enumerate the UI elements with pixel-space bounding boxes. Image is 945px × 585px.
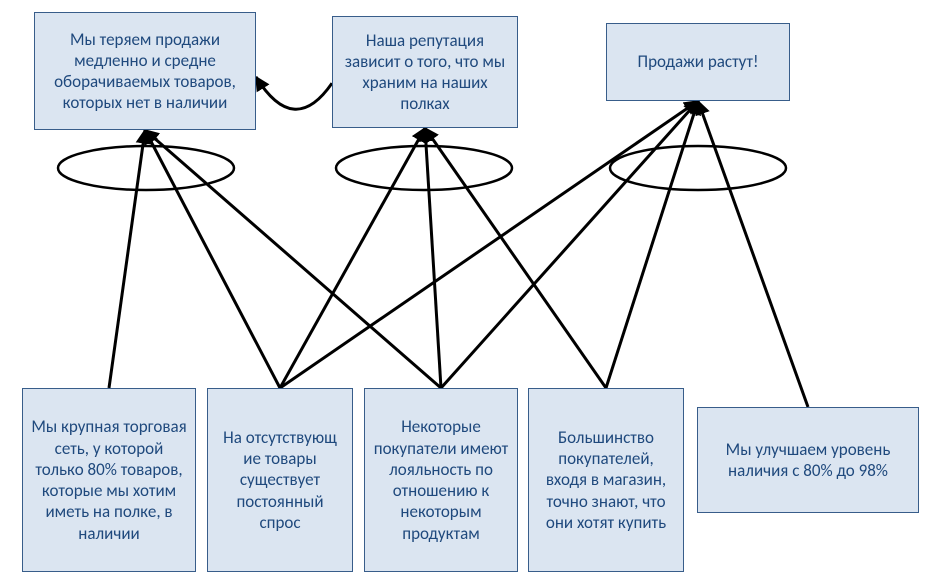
- converge-ellipse: [610, 146, 786, 190]
- top-node-top2: Наша репутация зависит о того, что мы хр…: [332, 16, 518, 128]
- node-label: Продажи растут!: [638, 51, 759, 72]
- node-label: Мы теряем продажи медленно и средне обор…: [43, 29, 247, 114]
- bottom-node-b4: Большинство покупателей, входя в магазин…: [528, 388, 684, 572]
- bottom-node-b3: Некоторые покупатели имеют лояльность по…: [364, 388, 518, 572]
- converge-ellipse: [58, 146, 234, 190]
- edge: [145, 130, 441, 388]
- edge: [280, 128, 425, 388]
- node-label: Мы улучшаем уровень наличия с 80% до 98%: [706, 439, 910, 482]
- node-label: Наша репутация зависит о того, что мы хр…: [341, 30, 509, 115]
- edge: [698, 101, 808, 407]
- node-label: Мы крупная торговая сеть, у которой толь…: [31, 416, 187, 544]
- edge: [441, 101, 698, 388]
- node-label: На отсутствующ ие товары существует пост…: [216, 427, 344, 533]
- converge-ellipse: [336, 146, 512, 190]
- node-label: Некоторые покупатели имеют лояльность по…: [373, 416, 509, 544]
- edge: [256, 77, 332, 109]
- bottom-node-b5: Мы улучшаем уровень наличия с 80% до 98%: [697, 407, 919, 513]
- edge: [425, 128, 606, 388]
- edge: [109, 130, 145, 388]
- edge: [280, 101, 698, 388]
- edge: [606, 101, 698, 388]
- top-node-top3: Продажи растут!: [606, 23, 790, 101]
- bottom-node-b2: На отсутствующ ие товары существует пост…: [207, 388, 353, 572]
- bottom-node-b1: Мы крупная торговая сеть, у которой толь…: [22, 388, 196, 572]
- edge: [425, 128, 441, 388]
- top-node-top1: Мы теряем продажи медленно и средне обор…: [34, 12, 256, 130]
- edge: [145, 130, 280, 388]
- node-label: Большинство покупателей, входя в магазин…: [537, 427, 675, 533]
